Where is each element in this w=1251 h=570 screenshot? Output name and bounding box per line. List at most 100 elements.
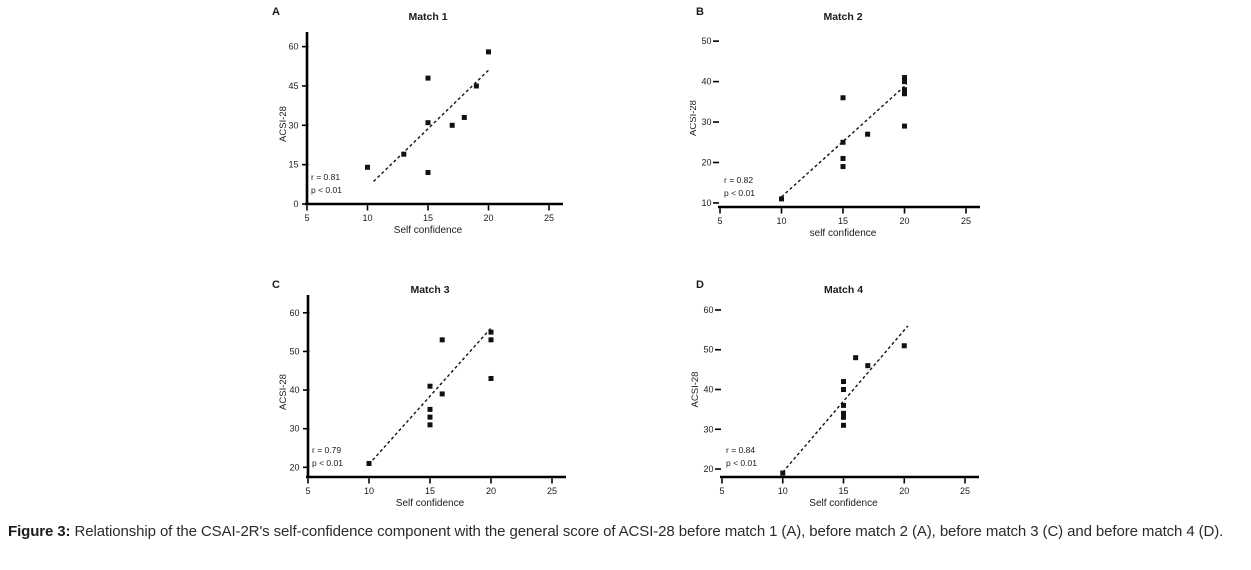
panel-letter-c: C bbox=[272, 279, 280, 291]
panel-letter-d: D bbox=[696, 279, 704, 291]
x-tick-label: 25 bbox=[961, 216, 971, 226]
data-point bbox=[902, 75, 907, 81]
x-tick-label: 10 bbox=[778, 486, 788, 496]
scatter-points bbox=[780, 343, 907, 476]
y-axis-label: ACSI-28 bbox=[278, 106, 289, 142]
data-point bbox=[865, 131, 871, 137]
figure-caption: Figure 3: Relationship of the CSAI-2R's … bbox=[8, 522, 1246, 541]
panel-match-3: C Match 3 5 10 15 20 25 20 30 40 50 60 Self confide… bbox=[270, 277, 580, 539]
y-tick-label: 50 bbox=[701, 36, 711, 46]
x-tick-label: 20 bbox=[899, 486, 909, 496]
y-tick-label: 40 bbox=[701, 77, 711, 87]
y-tick-label: 40 bbox=[289, 385, 299, 395]
x-axis-label: Self confidence bbox=[809, 498, 878, 509]
x-tick-label: 10 bbox=[364, 486, 374, 496]
data-point bbox=[461, 114, 467, 120]
scatter-chart-match-3: Match 3 5 10 15 20 25 20 30 40 50 60 Self confidenc… bbox=[278, 284, 566, 509]
data-point bbox=[365, 164, 370, 170]
y-tick-label: 30 bbox=[289, 424, 299, 434]
data-point bbox=[449, 122, 455, 128]
x-tick-label: 5 bbox=[717, 216, 722, 226]
scatter-points bbox=[779, 75, 907, 202]
figure-3-panels: A Match 1 5 10 15 20 25 0 15 30 45 60 Self confiden… bbox=[270, 4, 1035, 509]
data-point bbox=[779, 196, 784, 202]
data-point bbox=[840, 95, 846, 101]
stats-annotation-line: p < 0.01 bbox=[726, 458, 757, 468]
x-tick-label: 15 bbox=[838, 216, 848, 226]
x-tick-label: 5 bbox=[304, 213, 309, 223]
data-point bbox=[841, 387, 846, 392]
figure-caption-text: Relationship of the CSAI-2R's self-confi… bbox=[70, 523, 1224, 540]
panel-title: Match 1 bbox=[408, 11, 447, 23]
x-tick-label: 25 bbox=[547, 486, 557, 496]
y-tick-label: 10 bbox=[701, 198, 711, 208]
scatter-chart-match-1: Match 1 5 10 15 20 25 0 15 30 45 60 Self confidence… bbox=[278, 11, 563, 236]
data-point bbox=[865, 363, 871, 369]
data-point bbox=[439, 391, 445, 397]
y-tick-label: 30 bbox=[701, 117, 711, 127]
x-axis-label: Self confidence bbox=[396, 498, 465, 509]
stats-annotation-line: r = 0.79 bbox=[312, 445, 341, 455]
data-point bbox=[425, 75, 431, 81]
y-tick-label: 15 bbox=[288, 160, 298, 170]
data-point bbox=[488, 337, 494, 343]
x-tick-label: 15 bbox=[425, 486, 435, 496]
y-tick-label: 60 bbox=[703, 305, 713, 315]
stats-annotation-line: p < 0.01 bbox=[724, 188, 755, 198]
y-tick-label: 40 bbox=[703, 385, 713, 395]
x-axis-label: self confidence bbox=[810, 228, 877, 239]
scatter-chart-match-2: Match 2 5 10 15 20 25 10 20 30 40 50 self confidenc… bbox=[690, 11, 980, 239]
panel-letter-b: B bbox=[696, 6, 704, 18]
data-point bbox=[486, 49, 491, 55]
panel-match-2: B Match 2 5 10 15 20 25 10 20 30 40 50 self confide… bbox=[690, 4, 1035, 266]
data-point bbox=[841, 410, 846, 416]
y-tick-label: 60 bbox=[289, 308, 299, 318]
data-point bbox=[840, 155, 846, 161]
stats-annotation-line: r = 0.82 bbox=[724, 175, 753, 185]
data-point bbox=[439, 337, 445, 343]
data-point bbox=[427, 406, 433, 412]
scatter-points bbox=[365, 49, 491, 176]
y-tick-label: 50 bbox=[703, 345, 713, 355]
y-tick-label: 30 bbox=[288, 120, 298, 130]
data-point bbox=[902, 87, 907, 93]
data-point bbox=[366, 460, 372, 466]
y-tick-label: 30 bbox=[703, 424, 713, 434]
y-axis-label: ACSI-28 bbox=[278, 374, 289, 410]
data-point bbox=[853, 355, 859, 361]
data-point bbox=[841, 379, 846, 385]
data-point bbox=[902, 123, 907, 129]
x-tick-label: 10 bbox=[776, 216, 786, 226]
data-point bbox=[427, 383, 433, 389]
data-point bbox=[473, 83, 479, 89]
x-tick-label: 25 bbox=[544, 213, 554, 223]
y-tick-label: 20 bbox=[701, 158, 711, 168]
x-tick-label: 5 bbox=[719, 486, 724, 496]
stats-annotation-line: r = 0.81 bbox=[311, 172, 340, 182]
y-tick-label: 20 bbox=[289, 462, 299, 472]
data-point bbox=[427, 422, 433, 428]
panel-title: Match 4 bbox=[824, 284, 863, 296]
y-axis-label: ACSI-28 bbox=[690, 372, 701, 408]
trend-line bbox=[782, 325, 909, 473]
x-tick-label: 10 bbox=[362, 213, 372, 223]
data-point bbox=[841, 402, 846, 408]
panel-match-1: A Match 1 5 10 15 20 25 0 15 30 45 60 Self confiden… bbox=[270, 4, 580, 266]
x-axis-label: Self confidence bbox=[394, 225, 463, 236]
x-tick-label: 20 bbox=[486, 486, 496, 496]
panel-title: Match 3 bbox=[410, 284, 449, 296]
data-point bbox=[841, 422, 846, 428]
data-point bbox=[902, 79, 907, 85]
stats-annotation-line: p < 0.01 bbox=[311, 185, 342, 195]
data-point bbox=[840, 164, 846, 170]
data-point bbox=[425, 120, 431, 126]
stats-annotation-line: p < 0.01 bbox=[312, 458, 343, 468]
y-tick-label: 50 bbox=[289, 346, 299, 356]
scatter-points bbox=[366, 329, 494, 466]
data-point bbox=[901, 343, 907, 349]
data-point bbox=[902, 91, 907, 97]
data-point bbox=[780, 470, 786, 476]
y-tick-label: 0 bbox=[293, 199, 298, 209]
data-point bbox=[425, 170, 431, 176]
